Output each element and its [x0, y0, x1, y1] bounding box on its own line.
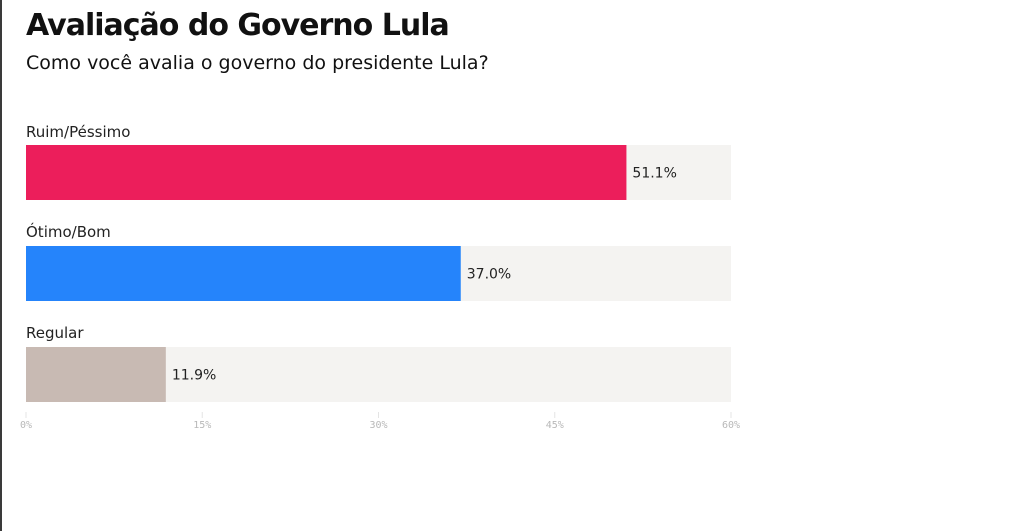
category-label: Ótimo/Bom	[26, 222, 111, 241]
category-label: Regular	[26, 324, 84, 342]
chart-subtitle: Como você avalia o governo do presidente…	[26, 52, 489, 74]
value-label: 37.0%	[467, 267, 511, 283]
bar	[26, 246, 461, 301]
value-label: 51.1%	[632, 166, 676, 182]
value-label: 11.9%	[172, 368, 216, 384]
x-tick-label: 30%	[369, 420, 387, 431]
bar-group: Ruim/Péssimo 51.1% Ótimo/Bom 37.0% Regular 11…	[26, 123, 731, 402]
chart-title: Avaliação do Governo Lula	[26, 8, 450, 43]
left-border	[0, 0, 2, 531]
x-axis-ticks: 0% 15% 30% 45% 60%	[20, 420, 740, 431]
category-label: Ruim/Péssimo	[26, 123, 130, 141]
grid-lines	[25, 412, 732, 418]
x-tick-label: 60%	[722, 420, 740, 431]
x-tick-label: 15%	[193, 420, 211, 431]
bar	[26, 347, 166, 402]
x-tick-label: 0%	[20, 420, 32, 431]
x-tick-label: 45%	[546, 420, 564, 431]
bar	[26, 145, 627, 200]
